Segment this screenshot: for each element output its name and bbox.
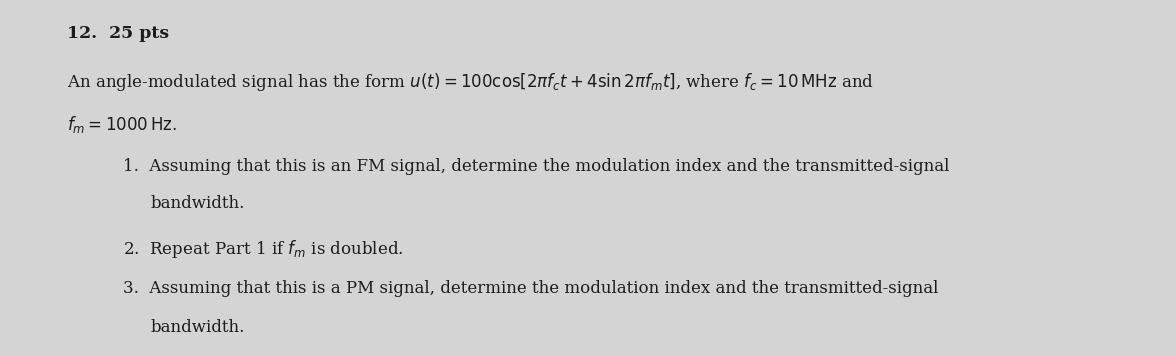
Text: $f_m = 1000\,\mathrm{Hz}$.: $f_m = 1000\,\mathrm{Hz}$. bbox=[67, 114, 178, 135]
Text: bandwidth.: bandwidth. bbox=[151, 195, 245, 212]
Text: 12.  25 pts: 12. 25 pts bbox=[67, 25, 169, 42]
Text: 1.  Assuming that this is an FM signal, determine the modulation index and the t: 1. Assuming that this is an FM signal, d… bbox=[123, 158, 950, 175]
Text: bandwidth.: bandwidth. bbox=[151, 320, 245, 337]
Text: An angle-modulated signal has the form $u(t) = 100\cos[2\pi f_c t + 4\sin 2\pi f: An angle-modulated signal has the form $… bbox=[67, 71, 874, 93]
Text: 2.  Repeat Part 1 if $f_m$ is doubled.: 2. Repeat Part 1 if $f_m$ is doubled. bbox=[123, 238, 403, 260]
Text: 3.  Assuming that this is a PM signal, determine the modulation index and the tr: 3. Assuming that this is a PM signal, de… bbox=[123, 280, 938, 297]
